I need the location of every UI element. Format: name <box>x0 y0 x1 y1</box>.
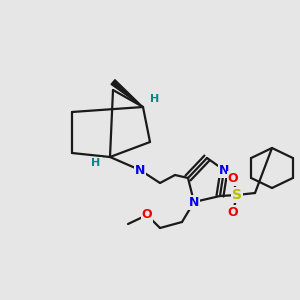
Text: O: O <box>228 206 238 218</box>
Text: O: O <box>228 172 238 184</box>
Text: N: N <box>219 164 229 176</box>
Text: H: H <box>92 158 100 168</box>
Polygon shape <box>111 80 143 107</box>
Text: S: S <box>232 188 242 202</box>
Text: N: N <box>135 164 145 176</box>
Text: O: O <box>142 208 152 221</box>
Text: H: H <box>150 94 160 104</box>
Text: N: N <box>189 196 199 208</box>
